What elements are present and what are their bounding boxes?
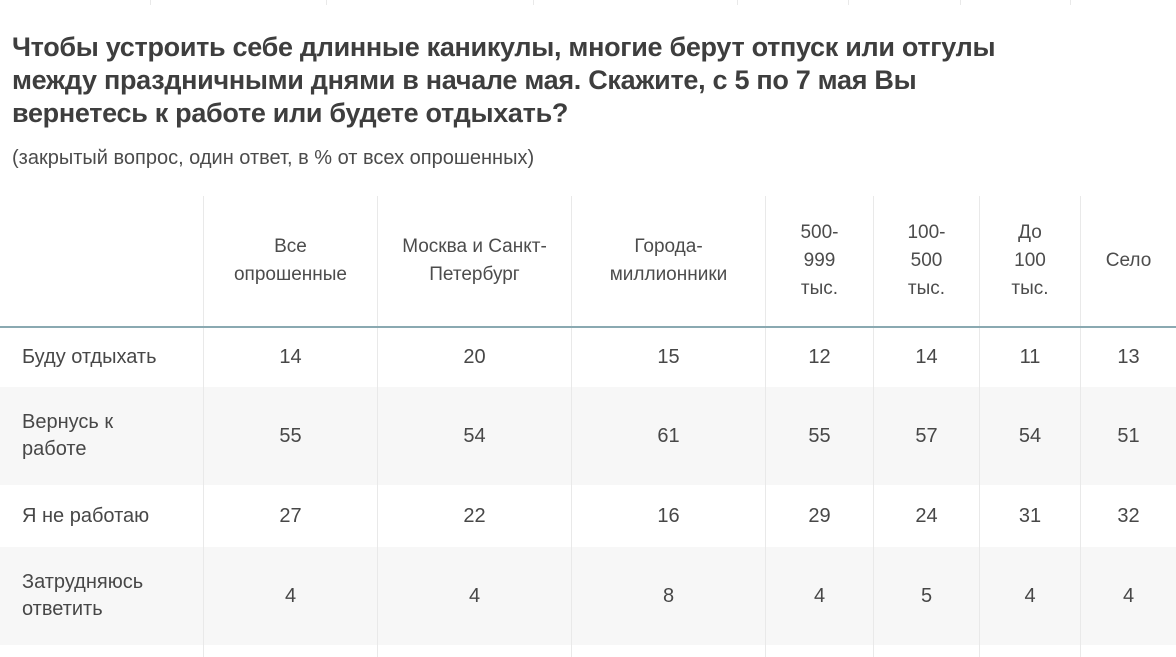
value-cell: 31 [979,485,1080,547]
header-cell-empty [0,196,203,326]
header-cell-village: Село [1080,196,1176,326]
question-subtitle: (закрытый вопрос, один ответ, в % от все… [12,147,535,169]
value-cell: 61 [571,387,765,485]
value-cell: 51 [1080,387,1176,485]
value-cell: 5 [873,547,979,645]
value-cell: 27 [203,485,377,547]
value-cell: 57 [873,387,979,485]
value-cell: 16 [571,485,765,547]
table-row-not-working: Я не работаю 27 22 16 29 24 31 32 [0,485,1176,547]
value-cell: 4 [377,547,571,645]
column-separator-stub [0,645,203,657]
question-block: Чтобы устроить себе длинные каникулы, мн… [0,31,1176,170]
header-cell-500-999k: 500- 999 тыс. [765,196,873,326]
column-separator-stub [533,0,534,5]
header-divider [0,326,1176,328]
value-cell: 29 [765,485,873,547]
table-row-return-to-work: Вернусь к работе 55 54 61 55 57 54 51 [0,387,1176,485]
header-cell-moscow-spb: Москва и Санкт- Петербург [377,196,571,326]
value-cell: 54 [377,387,571,485]
row-label: Вернусь к работе [22,411,114,460]
header-cell-all-respondents: Все опрошенные [203,196,377,326]
value-cell: 15 [571,328,765,387]
value-cell: 20 [377,328,571,387]
header-cell-100-500k: 100- 500 тыс. [873,196,979,326]
column-separator-stub [765,645,873,657]
column-separator-stub [1070,0,1071,5]
column-separator-stub [979,645,1080,657]
column-separator-stub [737,0,738,5]
value-cell: 4 [203,547,377,645]
value-cell: 4 [979,547,1080,645]
value-cell: 4 [765,547,873,645]
value-cell: 4 [1080,547,1176,645]
column-separator-stub [203,645,377,657]
previous-table-remnant [0,0,1176,5]
value-cell: 32 [1080,485,1176,547]
row-label: Буду отдыхать [22,346,157,368]
value-cell: 55 [765,387,873,485]
column-separator-stub [848,0,849,5]
column-separator-stub [1080,645,1176,657]
value-cell: 55 [203,387,377,485]
value-cell: 8 [571,547,765,645]
column-separator-stub [326,0,327,5]
value-cell: 11 [979,328,1080,387]
column-separator-stub [873,645,979,657]
value-cell: 24 [873,485,979,547]
row-label: Я не работаю [22,504,150,527]
column-separator-stub [571,645,765,657]
header-cell-million-cities: Города- миллионники [571,196,765,326]
column-separator-stub [960,0,961,5]
row-label: Затрудняюсь ответить [22,571,144,620]
value-cell: 22 [377,485,571,547]
next-row-remnant [0,645,1176,657]
question-title: Чтобы устроить себе длинные каникулы, мн… [12,32,996,128]
table-row-will-rest: Буду отдыхать 14 20 15 12 14 11 13 [0,328,1176,387]
value-cell: 14 [873,328,979,387]
header-cell-under-100k: До 100 тыс. [979,196,1080,326]
value-cell: 13 [1080,328,1176,387]
value-cell: 54 [979,387,1080,485]
column-separator-stub [377,645,571,657]
value-cell: 12 [765,328,873,387]
value-cell: 14 [203,328,377,387]
table-header-row: Все опрошенные Москва и Санкт- Петербург… [0,196,1176,326]
column-separator-stub [150,0,151,5]
table-row-hard-to-answer: Затрудняюсь ответить 4 4 8 4 5 4 4 [0,547,1176,645]
results-table: Все опрошенные Москва и Санкт- Петербург… [0,196,1176,657]
